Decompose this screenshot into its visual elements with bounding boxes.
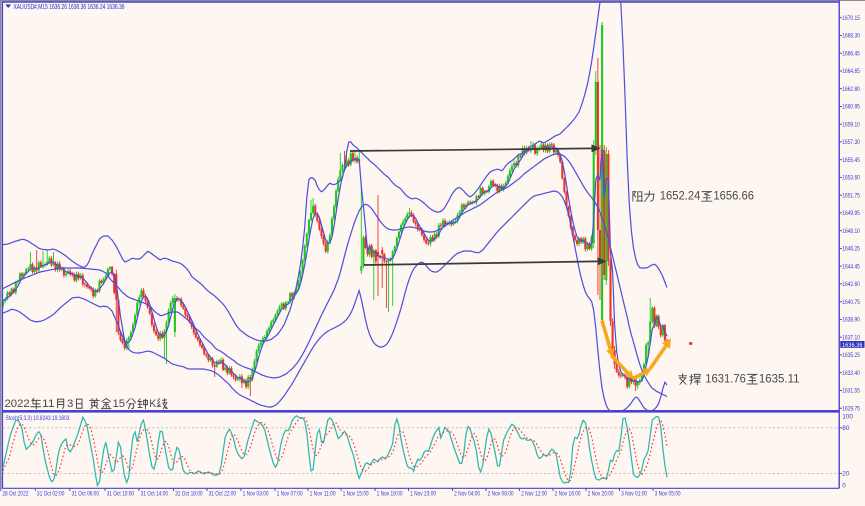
svg-text:80: 80 <box>842 425 850 432</box>
svg-text:1657.30: 1657.30 <box>842 139 860 146</box>
svg-text:1635.25: 1635.25 <box>842 352 860 359</box>
svg-text:1659.10: 1659.10 <box>842 121 860 128</box>
svg-text:31 Oct 14:00: 31 Oct 14:00 <box>141 490 169 497</box>
svg-text:1648.10: 1648.10 <box>842 228 860 235</box>
svg-text:3 Nov 01:00: 3 Nov 01:00 <box>621 490 647 497</box>
svg-text:1 Nov 23:00: 1 Nov 23:00 <box>410 490 436 497</box>
svg-text:1668.30: 1668.30 <box>842 33 860 40</box>
svg-text:2022: 2022 <box>5 398 30 410</box>
svg-text:1655.45: 1655.45 <box>842 157 860 164</box>
svg-text:1635.11: 1635.11 <box>759 372 800 386</box>
svg-text:31 Oct 06:00: 31 Oct 06:00 <box>72 490 100 497</box>
svg-text:2 Nov 08:00: 2 Nov 08:00 <box>488 490 514 497</box>
svg-text:1664.65: 1664.65 <box>842 68 860 75</box>
svg-text:2 Nov 12:00: 2 Nov 12:00 <box>521 490 547 497</box>
svg-text:1660.95: 1660.95 <box>842 104 860 111</box>
svg-text:1652.24: 1652.24 <box>660 189 701 203</box>
svg-text:1670.15: 1670.15 <box>842 15 860 22</box>
svg-text:1644.45: 1644.45 <box>842 263 860 270</box>
svg-text:1633.40: 1633.40 <box>842 370 860 377</box>
svg-text:1631.76: 1631.76 <box>705 372 746 386</box>
svg-text:1 Nov 11:00: 1 Nov 11:00 <box>310 490 336 497</box>
svg-text:100: 100 <box>842 414 853 421</box>
svg-text:1656.66: 1656.66 <box>713 189 754 203</box>
svg-text:1651.75: 1651.75 <box>842 192 860 199</box>
svg-text:1653.60: 1653.60 <box>842 175 860 182</box>
svg-text:2 Nov 04:00: 2 Nov 04:00 <box>454 490 480 497</box>
svg-text:3: 3 <box>67 398 73 410</box>
svg-text:1 Nov 07:00: 1 Nov 07:00 <box>277 490 303 497</box>
svg-text:Stoch(5,3,3) 10.8243 19.1603: Stoch(5,3,3) 10.8243 19.1603 <box>6 415 70 422</box>
svg-text:2 Nov 20:00: 2 Nov 20:00 <box>588 490 614 497</box>
svg-text:1 Nov 03:00: 1 Nov 03:00 <box>243 490 269 497</box>
svg-text:31 Oct 22:00: 31 Oct 22:00 <box>209 490 237 497</box>
svg-text:31 Oct 02:00: 31 Oct 02:00 <box>37 490 65 497</box>
svg-text:11: 11 <box>42 398 55 410</box>
svg-text:1640.75: 1640.75 <box>842 299 860 306</box>
svg-text:1 Nov 19:00: 1 Nov 19:00 <box>377 490 403 497</box>
svg-text:1649.95: 1649.95 <box>842 210 860 217</box>
svg-text:1642.60: 1642.60 <box>842 281 860 288</box>
svg-text:0: 0 <box>842 483 846 490</box>
svg-text:1646.25: 1646.25 <box>842 246 860 253</box>
svg-text:1636.36: 1636.36 <box>842 342 863 349</box>
svg-text:3 Nov 05:00: 3 Nov 05:00 <box>655 490 681 497</box>
svg-text:28 Oct 2022: 28 Oct 2022 <box>2 490 28 497</box>
svg-text:2 Nov 16:00: 2 Nov 16:00 <box>555 490 581 497</box>
svg-text:31 Oct 18:00: 31 Oct 18:00 <box>175 490 203 497</box>
svg-text:K: K <box>149 398 156 410</box>
svg-text:31 Oct 10:00: 31 Oct 10:00 <box>107 490 135 497</box>
svg-text:1662.80: 1662.80 <box>842 86 860 93</box>
svg-text:15: 15 <box>113 398 126 410</box>
svg-text:1638.90: 1638.90 <box>842 317 860 324</box>
svg-text:XAUUSD#,M15 1636.26 1636.36 1: XAUUSD#,M15 1636.26 1636.36 1636.24 1636… <box>14 2 125 11</box>
svg-text:1629.75: 1629.75 <box>842 405 860 412</box>
svg-text:20: 20 <box>842 471 850 478</box>
svg-text:1666.45: 1666.45 <box>842 50 860 57</box>
svg-text:1 Nov 15:00: 1 Nov 15:00 <box>343 490 369 497</box>
svg-text:1631.55: 1631.55 <box>842 388 860 395</box>
svg-text:1637.10: 1637.10 <box>842 334 860 341</box>
